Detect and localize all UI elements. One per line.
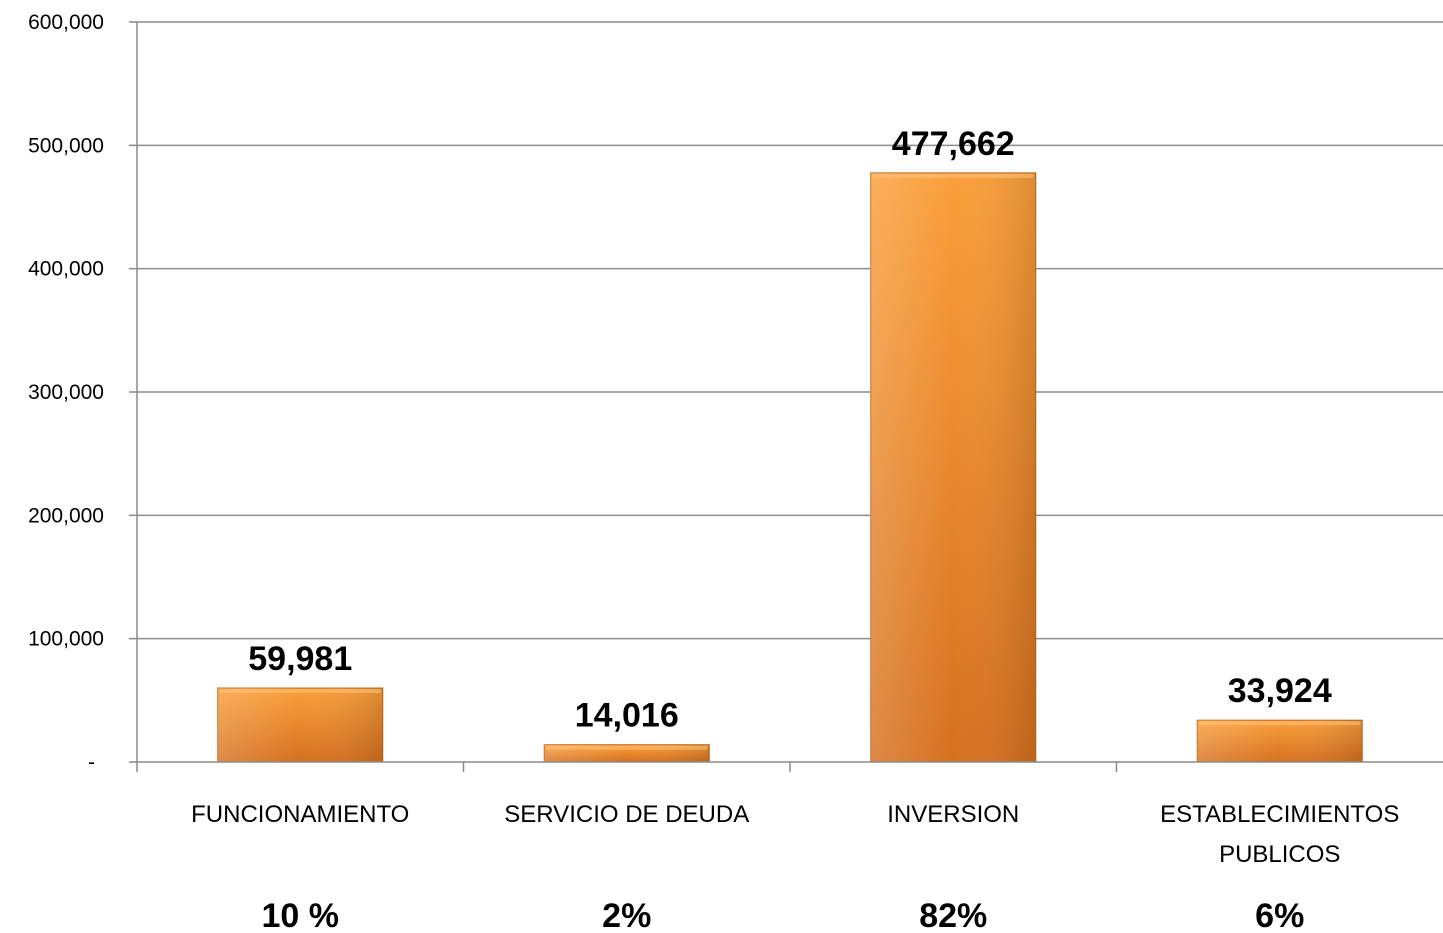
data-label: 59,981 — [248, 640, 352, 678]
category-label: FUNCIONAMIENTO — [191, 801, 409, 828]
gridlines — [137, 21, 1443, 640]
percent-label: 10 % — [262, 897, 340, 933]
x-axis: FUNCIONAMIENTO 10 % SERVICIO DE DEUDA 2% INV… — [136, 761, 1443, 933]
data-label: 477,662 — [892, 125, 1015, 163]
y-tick-label: 300,000 — [28, 381, 104, 404]
data-label: 33,924 — [1228, 672, 1332, 710]
bar-highlight — [219, 689, 381, 694]
category-label: PUBLICOS — [1219, 841, 1340, 868]
y-axis: - 100,000 200,000 300,000 400,000 500,000 600,… — [28, 11, 138, 774]
category-label: SERVICIO DE DEUDA — [504, 801, 749, 828]
percent-label: 82% — [919, 897, 987, 933]
y-tick-label: 400,000 — [28, 258, 104, 281]
bars: 59,981 14,016 477,662 33,924 — [217, 125, 1363, 763]
bar-shading — [870, 172, 1036, 762]
category-label: INVERSION — [887, 801, 1019, 828]
bar-highlight — [546, 745, 708, 750]
percent-label: 6% — [1255, 897, 1304, 933]
y-tick-label: 100,000 — [28, 628, 104, 651]
y-tick-label: 600,000 — [28, 11, 104, 34]
bar-shading — [1197, 720, 1363, 762]
y-tick-label: 500,000 — [28, 134, 104, 157]
y-tick-label: 200,000 — [28, 504, 104, 527]
bar-shading — [217, 688, 383, 762]
percent-label: 2% — [602, 897, 651, 933]
bar-highlight — [1199, 721, 1361, 726]
y-tick-label: - — [88, 751, 95, 774]
data-label: 14,016 — [575, 697, 679, 735]
category-label: ESTABLECIMIENTOS — [1160, 801, 1399, 828]
bar-highlight — [872, 173, 1034, 178]
